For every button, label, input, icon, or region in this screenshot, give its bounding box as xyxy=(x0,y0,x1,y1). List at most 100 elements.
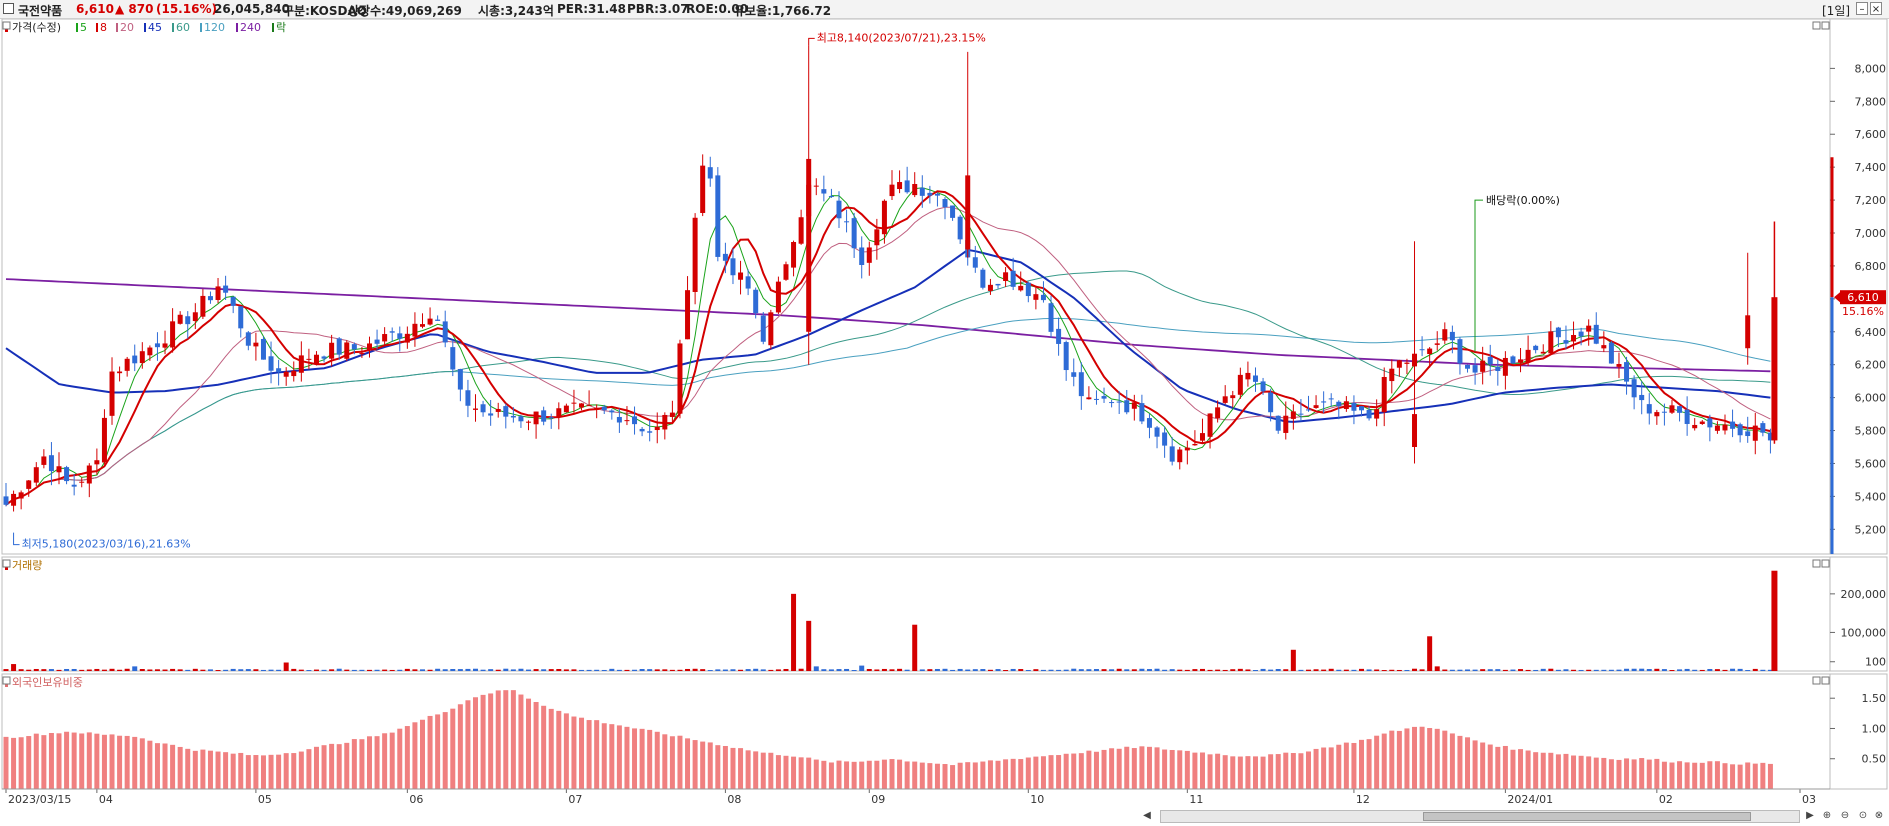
panel-minimize-icon[interactable] xyxy=(1812,676,1821,685)
scroll-left-icon[interactable]: ◀ xyxy=(1143,810,1151,821)
panel-close-icon[interactable] xyxy=(1821,559,1830,568)
volume-bar xyxy=(548,669,554,671)
foreign-bar xyxy=(1215,753,1221,789)
foreign-bar xyxy=(56,733,62,789)
foreign-bar xyxy=(245,755,251,789)
foreign-bar xyxy=(366,736,372,789)
panel-minimize-icon[interactable] xyxy=(1812,21,1821,30)
candle-body xyxy=(71,484,77,487)
foreign-bar xyxy=(1116,748,1122,789)
foreign-bar xyxy=(253,755,259,789)
stock-chart[interactable]: 8,0007,8007,6007,4007,2007,0006,8006,600… xyxy=(0,19,1889,809)
candle-body xyxy=(1328,398,1334,400)
foreign-bar xyxy=(1374,735,1380,789)
period-button[interactable]: [1일] xyxy=(1822,4,1851,18)
foreign-bar xyxy=(215,751,221,789)
volume-bar xyxy=(1714,669,1720,671)
candle-body xyxy=(1495,366,1501,372)
zoom-reset-icon[interactable]: ⊙ xyxy=(1858,810,1868,821)
candle-body xyxy=(707,167,713,179)
volume-bar xyxy=(1646,669,1652,671)
scroll-right-icon[interactable]: ▶ xyxy=(1806,810,1814,821)
pbr-label: PBR:3.07 xyxy=(627,2,689,16)
panel-close-icon[interactable] xyxy=(1821,21,1830,30)
foreign-bar xyxy=(397,728,403,789)
foreign-bar xyxy=(3,736,9,789)
volume-bar xyxy=(1412,668,1418,671)
volume-bar xyxy=(1154,668,1160,671)
volume-bar xyxy=(1381,670,1387,671)
foreign-bar xyxy=(283,753,289,789)
candle-body xyxy=(1487,356,1493,365)
volume-bar xyxy=(1745,670,1751,671)
panel-toggle-icon[interactable] xyxy=(2,676,11,685)
candle-body xyxy=(3,496,9,505)
foreign-bar xyxy=(223,752,229,789)
foreign-bar xyxy=(1540,752,1546,789)
candle-body xyxy=(1677,406,1683,413)
volume-bar xyxy=(503,668,509,671)
ma60-line xyxy=(5,270,1771,506)
volume-bar xyxy=(117,669,123,671)
foreign-bar xyxy=(1146,746,1152,789)
panel-toggle-icon[interactable] xyxy=(2,21,11,30)
candle-body xyxy=(86,465,92,484)
foreign-bar xyxy=(775,755,781,789)
foreign-bar xyxy=(1230,756,1236,789)
volume-bar xyxy=(1677,669,1683,671)
zoom-in-icon[interactable]: ⊕ xyxy=(1822,810,1832,821)
panel-minimize-icon[interactable] xyxy=(1812,559,1821,568)
candle-body xyxy=(715,175,721,257)
foreign-bar xyxy=(669,736,675,789)
candle-body xyxy=(1540,351,1546,354)
candle-body xyxy=(586,405,592,407)
candle-body xyxy=(616,416,622,423)
candle-body xyxy=(1533,345,1539,351)
foreign-bar xyxy=(836,760,842,789)
candle-body xyxy=(18,492,24,499)
minimize-icon[interactable]: – xyxy=(1856,2,1868,15)
foreign-bar xyxy=(1419,726,1425,789)
foreign-bar xyxy=(866,760,872,789)
candle-body xyxy=(1139,403,1145,422)
volume-bar xyxy=(669,669,675,671)
foreign-bar xyxy=(1624,758,1630,789)
volume-bar xyxy=(1124,669,1130,671)
candle-body xyxy=(382,334,388,342)
volume-tick-label: 100,000 xyxy=(1841,626,1887,639)
candle-body xyxy=(1040,294,1046,301)
foreign-bar xyxy=(18,737,24,789)
foreign-bar xyxy=(1412,726,1418,789)
volume-bar xyxy=(1146,669,1152,671)
candle-body xyxy=(874,229,880,246)
candle-body xyxy=(26,480,32,489)
foreign-bar xyxy=(647,729,653,789)
foreign-bar xyxy=(919,762,925,789)
panel-toggle-icon[interactable] xyxy=(2,559,11,568)
candle-body xyxy=(450,347,456,370)
volume-bar xyxy=(579,669,585,671)
close-icon[interactable]: × xyxy=(1870,2,1882,15)
scrollbar-thumb[interactable] xyxy=(1423,812,1751,821)
candle-body xyxy=(1639,394,1645,401)
panel-close-icon[interactable] xyxy=(1821,676,1830,685)
zoom-fit-icon[interactable]: ⊗ xyxy=(1874,810,1884,821)
volume-bar xyxy=(1593,669,1599,671)
volume-bar xyxy=(881,668,887,671)
volume-bar xyxy=(851,670,857,671)
legend-label-240: 240 xyxy=(240,21,261,34)
market-cap-label: 시총:3,243억 xyxy=(478,4,554,18)
zoom-out-icon[interactable]: ⊖ xyxy=(1840,810,1850,821)
candle-body xyxy=(1480,360,1486,372)
foreign-bar xyxy=(677,735,683,789)
legend-marker-5 xyxy=(76,23,78,32)
foreign-bar xyxy=(1381,733,1387,789)
candle-body xyxy=(1624,362,1630,382)
volume-bar xyxy=(1328,668,1334,671)
chart-scrollbar[interactable] xyxy=(1160,810,1800,823)
candle-body xyxy=(798,217,804,244)
foreign-bar xyxy=(306,749,312,789)
menu-checkbox[interactable] xyxy=(3,3,14,14)
last-price-arrow xyxy=(1834,292,1840,303)
foreign-bar xyxy=(1722,763,1728,789)
